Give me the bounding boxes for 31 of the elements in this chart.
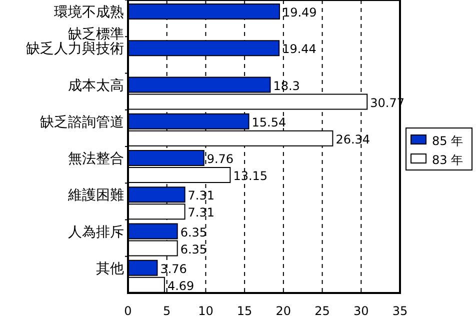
data-label: 6.35 <box>180 242 208 256</box>
x-tick-label: 5 <box>163 304 171 318</box>
x-tick-label: 10 <box>198 304 214 318</box>
y-tick-label: 其他 <box>96 260 124 277</box>
data-label: 7.31 <box>188 188 215 203</box>
y-tick-label: 環境不成熟缺乏標準 <box>54 4 124 42</box>
x-tick-label: 25 <box>314 304 330 318</box>
y-tick-label: 缺乏人力與技術 <box>26 41 124 58</box>
data-label: 6.35 <box>180 225 208 240</box>
legend-label: 83 年 <box>432 153 464 167</box>
y-tick-label: 無法整合 <box>68 151 124 167</box>
data-label: 19.44 <box>282 42 316 56</box>
data-label: 18.3 <box>273 78 300 93</box>
y-tick-label: 缺乏諮詢管道 <box>40 114 124 130</box>
y-tick-label: 成本太高 <box>68 78 124 94</box>
legend-label: 85 年 <box>432 134 464 148</box>
y-tick-label: 維護困難 <box>67 188 124 204</box>
y-tick-label: 人為排斥 <box>68 224 124 240</box>
data-label: 13.15 <box>233 169 268 183</box>
data-label: 9.76 <box>206 152 234 166</box>
x-tick-label: 20 <box>276 304 292 318</box>
data-label: 4.69 <box>167 278 194 293</box>
x-tick-label: 0 <box>124 304 132 318</box>
data-label: 3.76 <box>160 262 187 276</box>
x-tick-label: 35 <box>392 304 408 318</box>
data-label: 7.31 <box>188 206 215 220</box>
x-tick-label: 15 <box>236 304 252 318</box>
data-label: 26.34 <box>336 132 370 146</box>
x-tick-label: 30 <box>354 304 369 318</box>
data-label: 15.54 <box>252 115 286 130</box>
data-label: 19.49 <box>282 6 317 20</box>
